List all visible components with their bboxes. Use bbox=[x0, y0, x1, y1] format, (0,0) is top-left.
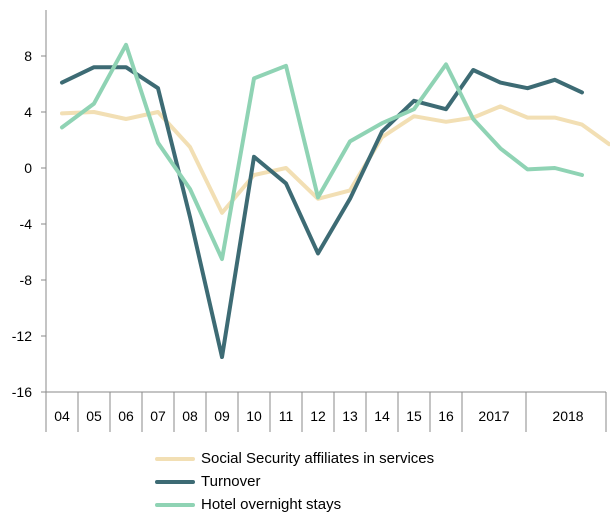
x-tick-label: 14 bbox=[374, 408, 390, 424]
legend-swatch-hotel bbox=[155, 502, 195, 507]
x-tick-label: 04 bbox=[54, 408, 70, 424]
legend-swatch-social-security bbox=[155, 456, 195, 461]
legend-item-hotel: Hotel overnight stays bbox=[155, 493, 434, 516]
series-turnover-line bbox=[60, 65, 584, 359]
y-tick-label: -16 bbox=[12, 384, 32, 400]
series-social-security-line bbox=[60, 104, 610, 215]
x-tick-label: 09 bbox=[214, 408, 230, 424]
tick-labels: 8 4 0 -4 -8 -12 -16 04 05 06 07 08 09 10 11 12 13 14 15 16 2… bbox=[12, 48, 584, 424]
x-tick-label: 05 bbox=[86, 408, 102, 424]
legend-label-turnover: Turnover bbox=[201, 473, 261, 490]
legend-label-social-security: Social Security affiliates in services bbox=[201, 450, 435, 467]
series-hotel-stays-line bbox=[60, 42, 584, 261]
x-tick-label: 07 bbox=[150, 408, 166, 424]
axes bbox=[41, 10, 607, 432]
y-tick-label: -12 bbox=[12, 328, 32, 344]
legend-item-turnover: Turnover bbox=[155, 470, 434, 493]
legend-label-hotel: Hotel overnight stays bbox=[201, 496, 342, 513]
y-tick-label: 4 bbox=[24, 104, 32, 120]
x-tick-label: 16 bbox=[438, 408, 454, 424]
y-tick-label: 0 bbox=[24, 160, 32, 176]
y-tick-label: 8 bbox=[24, 48, 32, 64]
x-tick-label: 12 bbox=[310, 408, 326, 424]
x-tick-label: 10 bbox=[246, 408, 262, 424]
x-tick-label: 11 bbox=[279, 408, 294, 424]
legend-item-social-security: Social Security affiliates in services bbox=[155, 447, 434, 470]
x-tick-label: 2018 bbox=[552, 408, 583, 424]
x-tick-label: 06 bbox=[118, 408, 134, 424]
x-tick-label: 13 bbox=[342, 408, 358, 424]
line-chart: 8 4 0 -4 -8 -12 -16 04 05 06 07 08 09 10 11 12 13 14 15 16 2… bbox=[12, 10, 610, 432]
legend: Social Security affiliates in services T… bbox=[155, 447, 434, 516]
y-tick-label: -8 bbox=[20, 272, 33, 288]
x-tick-label: 2017 bbox=[478, 408, 509, 424]
legend-swatch-turnover bbox=[155, 479, 195, 484]
y-tick-label: -4 bbox=[20, 216, 33, 232]
series-lines bbox=[60, 42, 610, 359]
x-tick-label: 08 bbox=[182, 408, 198, 424]
x-tick-label: 15 bbox=[406, 408, 422, 424]
